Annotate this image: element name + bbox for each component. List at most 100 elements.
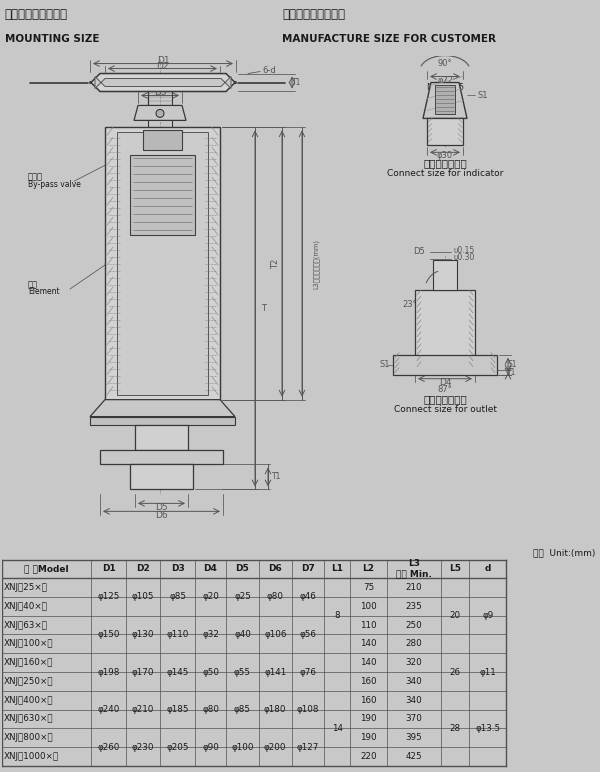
Text: XNJ－100×＊: XNJ－100×＊ — [4, 639, 54, 648]
Text: φ55: φ55 — [234, 668, 251, 676]
Text: XNJ－40×＊: XNJ－40×＊ — [4, 602, 48, 611]
Text: φ9: φ9 — [482, 611, 493, 620]
Text: υ0.15: υ0.15 — [453, 245, 474, 255]
Text: φ230: φ230 — [132, 743, 154, 752]
Text: φ180: φ180 — [264, 705, 286, 714]
Text: 190: 190 — [360, 733, 377, 742]
Text: φ145: φ145 — [167, 668, 189, 676]
Text: 340: 340 — [406, 696, 422, 705]
Text: 出油口接口尺寸: 出油口接口尺寸 — [423, 394, 467, 405]
Polygon shape — [90, 73, 236, 92]
Text: L1: L1 — [331, 564, 343, 574]
Text: φ260: φ260 — [97, 743, 120, 752]
Text: φ200: φ200 — [264, 743, 286, 752]
Text: φ85: φ85 — [234, 705, 251, 714]
Bar — [105, 127, 220, 400]
Bar — [435, 84, 455, 114]
Text: 235: 235 — [406, 602, 422, 611]
Text: φ20: φ20 — [202, 592, 219, 601]
Text: Connect size for indicator: Connect size for indicator — [387, 169, 503, 178]
Bar — [130, 465, 193, 489]
Text: 340: 340 — [406, 677, 422, 686]
Text: φ240: φ240 — [97, 705, 120, 714]
Text: T1: T1 — [292, 78, 302, 87]
Text: 425: 425 — [406, 752, 422, 761]
Text: φ185: φ185 — [166, 705, 189, 714]
Text: φ80: φ80 — [267, 592, 284, 601]
Text: 160: 160 — [360, 696, 377, 705]
Text: S1: S1 — [380, 361, 390, 369]
Text: 280: 280 — [406, 639, 422, 648]
Text: 100: 100 — [360, 602, 377, 611]
Text: 28: 28 — [449, 724, 461, 733]
Text: φ46: φ46 — [299, 592, 316, 601]
Text: S1: S1 — [477, 91, 487, 100]
Text: 26: 26 — [449, 668, 461, 676]
Text: φ125: φ125 — [97, 592, 120, 601]
Text: D2: D2 — [136, 564, 150, 574]
Text: 140: 140 — [360, 639, 377, 648]
Text: Connect size for outlet: Connect size for outlet — [394, 405, 497, 414]
Text: υ0.30: υ0.30 — [453, 252, 475, 262]
Text: XNJ－160×＊: XNJ－160×＊ — [4, 659, 53, 667]
Text: 旁通阀: 旁通阀 — [28, 173, 43, 181]
Text: φ108: φ108 — [297, 705, 319, 714]
Text: MANUFACTURE SIZE FOR CUSTOMER: MANUFACTURE SIZE FOR CUSTOMER — [282, 35, 496, 45]
Text: φ150: φ150 — [97, 630, 120, 639]
Text: φ205: φ205 — [166, 743, 189, 752]
Text: L3
最小 Min.: L3 最小 Min. — [396, 559, 432, 578]
Text: φ106: φ106 — [264, 630, 286, 639]
Text: D6: D6 — [268, 564, 282, 574]
Text: D4: D4 — [439, 378, 451, 387]
Text: D6: D6 — [155, 511, 168, 520]
Text: XNJ－800×＊: XNJ－800×＊ — [4, 733, 54, 742]
Text: XNJ－630×＊: XNJ－630×＊ — [4, 714, 54, 723]
Text: φ90: φ90 — [202, 743, 219, 752]
Bar — [117, 132, 208, 394]
Text: D5: D5 — [155, 503, 168, 512]
Text: XNJ－400×＊: XNJ－400×＊ — [4, 696, 54, 705]
Text: d: d — [485, 564, 491, 574]
Bar — [143, 130, 182, 151]
Polygon shape — [134, 106, 186, 120]
Text: By-pass valve: By-pass valve — [28, 180, 81, 188]
Text: φ56: φ56 — [299, 630, 316, 639]
Text: 发讯器接口尺寸: 发讯器接口尺寸 — [423, 158, 467, 168]
Text: φ32: φ32 — [202, 630, 219, 639]
Text: φ105: φ105 — [132, 592, 154, 601]
Polygon shape — [423, 83, 467, 118]
Text: 320: 320 — [406, 659, 422, 667]
Text: D5: D5 — [236, 564, 250, 574]
Text: Element: Element — [28, 287, 59, 296]
Text: T1: T1 — [508, 367, 517, 377]
Text: φ85: φ85 — [169, 592, 186, 601]
Text: 23°: 23° — [403, 300, 418, 310]
Bar — [100, 449, 223, 465]
Text: 型 号Model: 型 号Model — [24, 564, 69, 574]
Text: L5: L5 — [449, 564, 461, 574]
Text: T: T — [262, 304, 266, 313]
Text: XNJ－1000×＊: XNJ－1000×＊ — [4, 752, 59, 761]
Text: φ22: φ22 — [437, 76, 453, 84]
Text: φ170: φ170 — [132, 668, 154, 676]
Text: φ80: φ80 — [202, 705, 219, 714]
Text: 20: 20 — [449, 611, 461, 620]
Text: M18×1.5: M18×1.5 — [426, 83, 464, 92]
Text: φ25: φ25 — [234, 592, 251, 601]
Bar — [427, 118, 463, 145]
Text: φ198: φ198 — [97, 668, 120, 676]
Text: T1: T1 — [272, 472, 281, 482]
Bar — [90, 417, 235, 425]
Text: φ50: φ50 — [202, 668, 219, 676]
Bar — [135, 425, 188, 449]
Text: MOUNTING SIZE: MOUNTING SIZE — [5, 35, 100, 45]
Bar — [433, 260, 457, 290]
Text: 110: 110 — [360, 621, 377, 629]
Text: φ13.5: φ13.5 — [475, 724, 500, 733]
Text: D5: D5 — [413, 246, 425, 256]
Text: 395: 395 — [406, 733, 422, 742]
Text: φ76: φ76 — [299, 668, 316, 676]
Text: L2: L2 — [362, 564, 374, 574]
Text: φ30: φ30 — [437, 151, 453, 161]
Text: 140: 140 — [360, 659, 377, 667]
